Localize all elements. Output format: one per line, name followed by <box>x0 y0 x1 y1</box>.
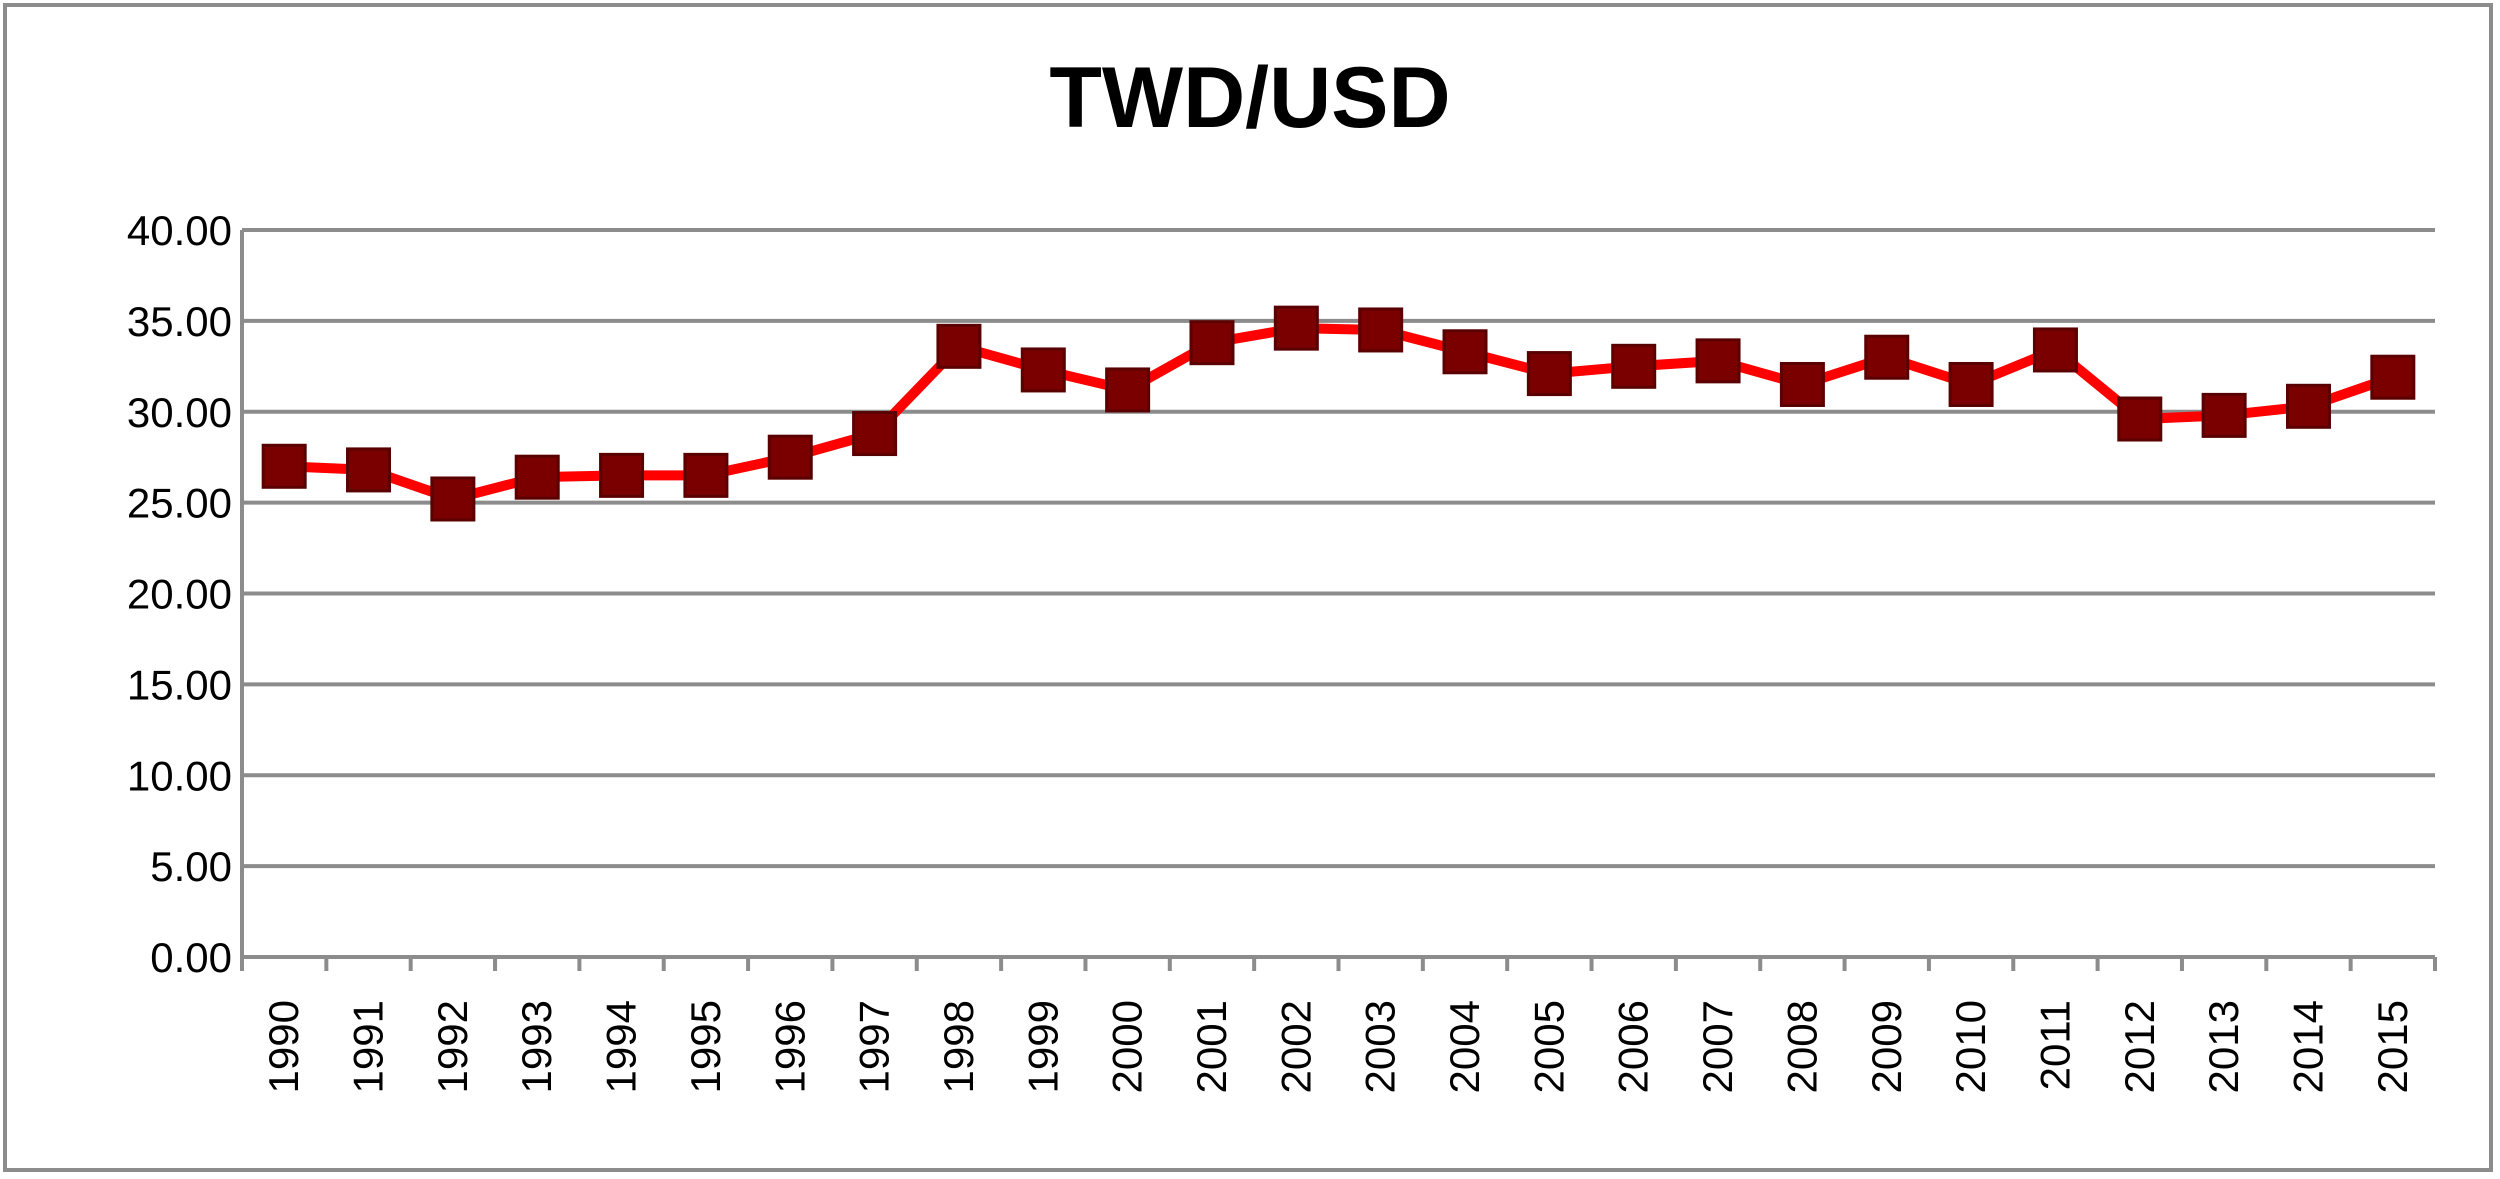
data-point <box>1611 343 1657 389</box>
data-point <box>599 452 645 498</box>
data-point <box>852 411 898 457</box>
x-tick-labels: 1990 1991 1992 1993 1994 1995 1996 1997 1998 1999… <box>260 1000 2416 1093</box>
data-point <box>514 454 560 500</box>
gridlines <box>242 228 2435 869</box>
data-point <box>430 476 476 522</box>
x-tick-label: 2001 <box>1188 1000 1235 1093</box>
data-point <box>683 452 729 498</box>
data-point <box>1526 351 1572 397</box>
data-point <box>346 447 392 493</box>
x-tick-label: 1997 <box>851 1000 898 1093</box>
data-point <box>1948 361 1994 407</box>
x-tick-label: 1995 <box>682 1000 729 1093</box>
x-tick-label: 1991 <box>345 1000 392 1093</box>
data-point <box>2032 327 2078 373</box>
data-point <box>1189 320 1235 366</box>
x-tick-label: 1996 <box>766 1000 813 1093</box>
x-tick-label: 2011 <box>2031 1000 2078 1090</box>
data-point <box>1105 367 1151 413</box>
x-tick-label: 1999 <box>1019 1000 1066 1093</box>
axes <box>240 230 2437 971</box>
data-point <box>1779 361 1825 407</box>
data-point <box>1864 334 1910 380</box>
data-point <box>261 443 307 489</box>
x-tick-label: 1990 <box>260 1000 307 1093</box>
x-tick-label: 2007 <box>1694 1000 1741 1093</box>
y-tick-label: 5.00 <box>150 843 232 890</box>
data-point <box>1695 338 1741 384</box>
chart-title: TWD/USD <box>1049 50 1451 146</box>
chart-frame <box>3 3 2493 1172</box>
x-tick-label: 2003 <box>1357 1000 1404 1093</box>
data-point <box>1020 347 1066 393</box>
x-tick-label: 2013 <box>2200 1000 2247 1093</box>
data-point <box>1358 307 1404 353</box>
y-tick-label: 40.00 <box>127 207 232 254</box>
data-point <box>1273 305 1319 351</box>
x-tick-label: 2012 <box>2116 1000 2163 1093</box>
x-tick-label: 2004 <box>1441 1000 1488 1093</box>
x-tick-label: 2005 <box>1525 1000 1572 1093</box>
y-tick-label: 10.00 <box>127 752 232 799</box>
data-point <box>2117 396 2163 442</box>
data-point <box>767 434 813 480</box>
y-tick-label: 0.00 <box>150 934 232 981</box>
x-tick-label: 2014 <box>2284 1000 2331 1093</box>
x-tick-label: 2009 <box>1863 1000 1910 1093</box>
y-tick-label: 35.00 <box>127 298 232 345</box>
y-tick-label: 30.00 <box>127 389 232 436</box>
data-point <box>1442 329 1488 375</box>
x-tick-label: 2015 <box>2369 1000 2416 1093</box>
x-tick-label: 2000 <box>1104 1000 1151 1093</box>
x-tick-label: 2010 <box>1947 1000 1994 1093</box>
y-tick-label: 25.00 <box>127 480 232 527</box>
y-tick-label: 15.00 <box>127 661 232 708</box>
x-tick-label: 2002 <box>1272 1000 1319 1093</box>
x-tick-label: 2006 <box>1610 1000 1657 1093</box>
y-tick-labels: 0.00 5.00 10.00 15.00 20.00 25.00 30.00 35.00 40… <box>127 207 232 981</box>
series <box>261 305 2416 522</box>
x-tick-label: 1998 <box>935 1000 982 1093</box>
y-tick-label: 20.00 <box>127 571 232 618</box>
x-tick-label: 1993 <box>513 1000 560 1093</box>
data-point <box>2201 392 2247 438</box>
x-tick-label: 1994 <box>598 1000 645 1093</box>
x-tick-label: 2008 <box>1778 1000 1825 1093</box>
data-point <box>2285 383 2331 429</box>
data-point <box>936 323 982 369</box>
x-tick-label: 1992 <box>429 1000 476 1093</box>
data-point <box>2370 354 2416 400</box>
